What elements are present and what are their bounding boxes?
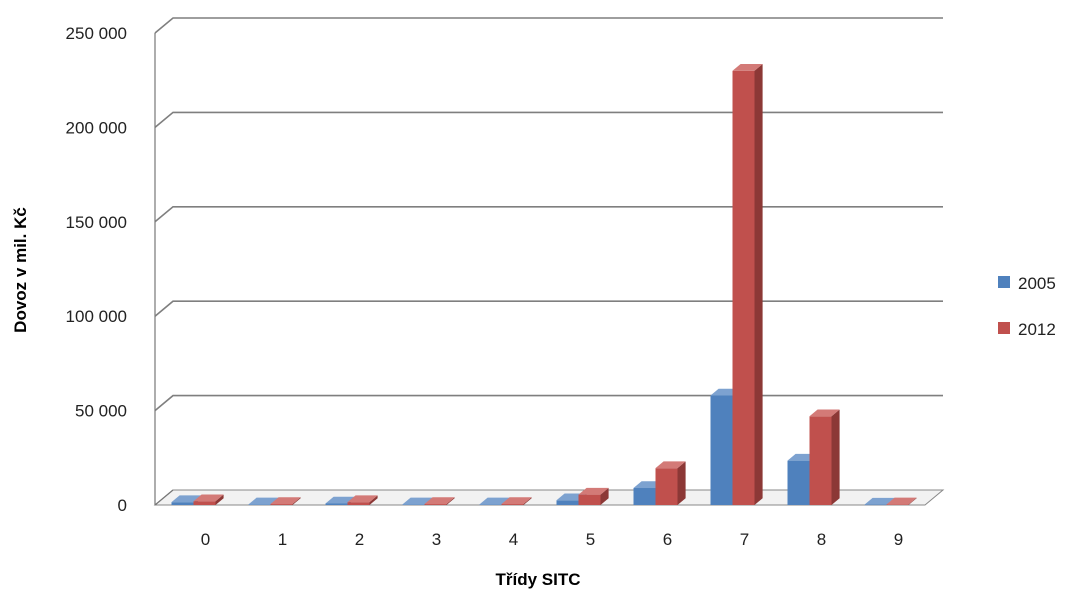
bar-side-2012-3 bbox=[446, 497, 455, 505]
y-tick-label: 150 000 bbox=[66, 213, 127, 232]
bar-2005-6 bbox=[633, 488, 656, 505]
y-axis-title: Dovoz v mil. Kč bbox=[11, 207, 30, 333]
x-tick-label: 4 bbox=[509, 530, 518, 549]
bar-side-2012-8 bbox=[831, 409, 840, 505]
bar-2012-0 bbox=[193, 501, 216, 505]
legend-swatch-2005 bbox=[998, 276, 1010, 288]
gridline bbox=[154, 206, 943, 223]
bar-2012-1 bbox=[270, 504, 293, 505]
bar-top-2012-6 bbox=[655, 461, 686, 469]
bar-top-2005-0 bbox=[171, 495, 202, 503]
bar-2005-9 bbox=[864, 504, 887, 506]
x-tick-label: 2 bbox=[355, 530, 364, 549]
bar-top-2012-8 bbox=[809, 409, 840, 417]
bar-2012-7 bbox=[732, 70, 755, 505]
bar-top-2005-3 bbox=[402, 497, 433, 505]
x-tick-label: 7 bbox=[740, 530, 749, 549]
bar-top-2005-4 bbox=[479, 497, 510, 505]
x-tick-label: 8 bbox=[817, 530, 826, 549]
bar-2005-8 bbox=[787, 460, 810, 505]
bar-side-2012-4 bbox=[523, 497, 532, 505]
bar-top-2012-3 bbox=[424, 497, 455, 505]
x-tick-label: 1 bbox=[278, 530, 287, 549]
x-tick-label: 0 bbox=[201, 530, 210, 549]
bar-side-2012-1 bbox=[292, 497, 301, 505]
x-tick-label: 6 bbox=[663, 530, 672, 549]
y-tick-label: 100 000 bbox=[66, 307, 127, 326]
bar-2005-0 bbox=[171, 502, 194, 505]
bars bbox=[171, 64, 917, 506]
bar-2005-2 bbox=[325, 503, 348, 505]
bar-2005-7 bbox=[710, 395, 733, 505]
bar-2012-2 bbox=[347, 502, 370, 505]
bar-2012-6 bbox=[655, 468, 678, 505]
bar-top-2012-4 bbox=[501, 497, 532, 505]
y-tick-labels: 0 50 000 100 000 150 000 200 000 250 000 bbox=[66, 24, 127, 515]
bar-top-2012-7 bbox=[732, 64, 763, 71]
x-tick-label: 3 bbox=[432, 530, 441, 549]
bar-top-2012-0 bbox=[193, 494, 224, 502]
bar-2012-5 bbox=[578, 494, 601, 505]
x-axis-title: Třídy SITC bbox=[495, 570, 580, 589]
bar-top-2012-9 bbox=[886, 497, 917, 505]
legend-label-2005: 2005 bbox=[1018, 274, 1056, 293]
bar-top-2012-2 bbox=[347, 495, 378, 503]
gridline bbox=[154, 394, 943, 412]
y-tick-label: 50 000 bbox=[75, 402, 127, 421]
bar-2005-4 bbox=[479, 504, 502, 505]
gridline bbox=[154, 300, 943, 317]
gridlines bbox=[154, 17, 943, 412]
bar-2005-1 bbox=[248, 504, 271, 505]
x-tick-label: 9 bbox=[894, 530, 903, 549]
bar-top-2012-1 bbox=[270, 497, 301, 505]
legend: 2005 2012 bbox=[998, 274, 1056, 339]
y-tick-label: 200 000 bbox=[66, 118, 127, 137]
bar-2005-5 bbox=[556, 500, 579, 505]
bar-2012-4 bbox=[501, 504, 524, 505]
bar-top-2005-9 bbox=[864, 497, 895, 505]
bar-top-2012-5 bbox=[578, 487, 609, 495]
bar-top-2005-1 bbox=[248, 497, 279, 505]
wall-depth-edge bbox=[154, 489, 174, 506]
legend-label-2012: 2012 bbox=[1018, 320, 1056, 339]
bar-side-2012-2 bbox=[369, 495, 378, 505]
y-tick-label: 250 000 bbox=[66, 24, 127, 43]
bar-side-2012-6 bbox=[677, 461, 686, 505]
bar-side-2012-7 bbox=[754, 64, 763, 505]
x-tick-label: 5 bbox=[586, 530, 595, 549]
bar-2012-8 bbox=[809, 416, 832, 505]
x-tick-labels: 0 1 2 3 4 5 6 7 8 9 bbox=[201, 530, 903, 549]
bar-2005-3 bbox=[402, 504, 425, 505]
gridline bbox=[154, 111, 943, 129]
y-tick-label: 0 bbox=[118, 496, 127, 515]
bar-side-2012-5 bbox=[600, 487, 609, 505]
bar-2012-9 bbox=[886, 504, 909, 505]
bar-side-2012-0 bbox=[215, 494, 224, 505]
legend-swatch-2012 bbox=[998, 322, 1010, 334]
bar-2012-3 bbox=[424, 504, 447, 505]
gridline bbox=[154, 17, 943, 34]
bar-side-2012-9 bbox=[908, 497, 917, 505]
